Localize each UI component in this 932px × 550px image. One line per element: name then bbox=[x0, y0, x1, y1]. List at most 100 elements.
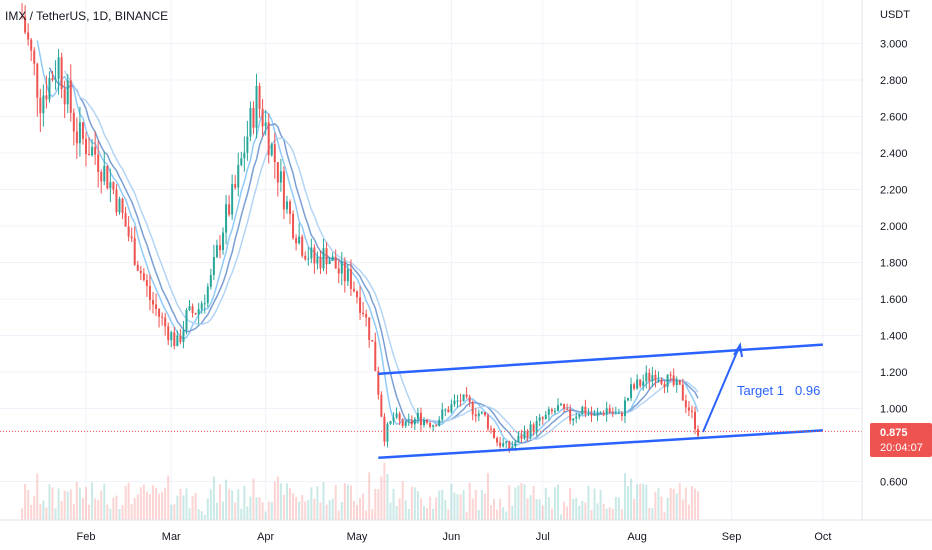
volume-bar bbox=[279, 483, 282, 520]
candle-body bbox=[502, 443, 505, 447]
volume-bar bbox=[200, 511, 203, 520]
volume-bar bbox=[690, 486, 693, 520]
volume-bar bbox=[678, 483, 681, 520]
volume-bar bbox=[416, 491, 419, 520]
candle-body bbox=[599, 412, 602, 414]
time-axis[interactable]: Feb Mar Apr May Jun Jul Aug Sep Oct bbox=[0, 519, 932, 543]
volume-bar bbox=[206, 498, 209, 520]
volume-bar bbox=[541, 505, 544, 520]
volume-bar bbox=[106, 504, 109, 520]
candle-body bbox=[520, 435, 523, 439]
candle-body bbox=[416, 412, 419, 420]
candle-body bbox=[614, 413, 617, 415]
candle-body bbox=[560, 403, 563, 406]
candle-body bbox=[310, 247, 313, 259]
volume-bar bbox=[63, 490, 66, 520]
volume-bar bbox=[273, 481, 276, 520]
candle-body bbox=[517, 435, 520, 443]
candle-body bbox=[453, 400, 456, 405]
volume-bar bbox=[97, 499, 100, 520]
candle-body bbox=[115, 189, 118, 213]
volume-bar bbox=[264, 511, 267, 520]
volume-bar bbox=[215, 502, 218, 520]
candle-body bbox=[222, 232, 225, 250]
candle-body bbox=[30, 39, 33, 51]
candle-body bbox=[255, 85, 258, 128]
candle-body bbox=[426, 420, 429, 423]
volume-bar bbox=[587, 485, 590, 520]
volume-bar bbox=[225, 479, 228, 520]
candle-body bbox=[249, 108, 252, 137]
price-channel-layer bbox=[378, 342, 823, 460]
volume-bar bbox=[194, 492, 197, 520]
candle-body bbox=[36, 63, 39, 98]
volume-bar bbox=[139, 487, 142, 520]
candle-body bbox=[392, 417, 395, 421]
volume-bar bbox=[563, 501, 566, 520]
candle-body bbox=[514, 442, 517, 447]
volume-bar bbox=[69, 489, 72, 520]
volume-bar bbox=[569, 488, 572, 520]
candle-body bbox=[362, 312, 365, 314]
volume-bar bbox=[249, 496, 252, 520]
candle-body bbox=[569, 409, 572, 421]
volume-bar bbox=[359, 497, 362, 520]
volume-bar bbox=[322, 482, 325, 520]
candle-body bbox=[611, 411, 614, 414]
volume-bar bbox=[91, 482, 94, 520]
volume-bar bbox=[547, 497, 550, 520]
volume-bar bbox=[456, 494, 459, 520]
volume-bar bbox=[636, 484, 639, 520]
candle-body bbox=[556, 405, 559, 411]
candle-body bbox=[343, 262, 346, 282]
candle-body bbox=[639, 379, 642, 386]
volume-bar bbox=[313, 498, 316, 520]
volume-bar bbox=[243, 485, 246, 520]
candle-body bbox=[203, 303, 206, 305]
volume-bar bbox=[161, 491, 164, 520]
volume-bar bbox=[441, 489, 444, 520]
volume-bar bbox=[410, 486, 413, 520]
candle-body bbox=[697, 429, 700, 436]
volume-bar bbox=[48, 484, 51, 520]
candle-body bbox=[124, 213, 127, 227]
volume-bar bbox=[103, 483, 106, 520]
candle-body bbox=[465, 394, 468, 397]
candle-body bbox=[200, 303, 203, 310]
volume-bar bbox=[486, 472, 489, 520]
candle-body bbox=[270, 144, 273, 156]
volume-bar bbox=[550, 508, 553, 520]
volume-bar bbox=[27, 489, 30, 520]
volume-bar bbox=[493, 498, 496, 520]
volume-bar bbox=[148, 493, 151, 520]
volume-bar bbox=[660, 496, 663, 520]
candle-body bbox=[231, 184, 234, 215]
volume-bar bbox=[553, 487, 556, 520]
volume-bar bbox=[285, 483, 288, 520]
candle-body bbox=[462, 394, 465, 401]
volume-bar bbox=[252, 478, 255, 520]
volume-bar bbox=[617, 497, 620, 520]
candle-body bbox=[66, 80, 69, 105]
volume-bar bbox=[130, 504, 133, 520]
price-tick-label: 1.200 bbox=[880, 367, 908, 379]
candle-body bbox=[663, 383, 666, 388]
candle-body bbox=[407, 420, 410, 422]
volume-bar bbox=[496, 509, 499, 520]
volume-bar bbox=[334, 485, 337, 520]
time-tick-label: Apr bbox=[257, 531, 274, 543]
candle-body bbox=[349, 269, 352, 289]
volume-bar bbox=[282, 494, 285, 520]
candle-body bbox=[572, 418, 575, 421]
candle-body bbox=[158, 308, 161, 317]
candle-body bbox=[103, 165, 106, 182]
candle-body bbox=[88, 154, 91, 156]
chart-title: IMX / TetherUS, 1D, BINANCE bbox=[5, 9, 168, 23]
volume-bar bbox=[694, 488, 696, 520]
volume-bar bbox=[133, 498, 136, 520]
candle-body bbox=[508, 441, 511, 450]
candle-body bbox=[687, 407, 690, 411]
volume-bar bbox=[502, 507, 505, 520]
candle-body bbox=[191, 306, 194, 314]
